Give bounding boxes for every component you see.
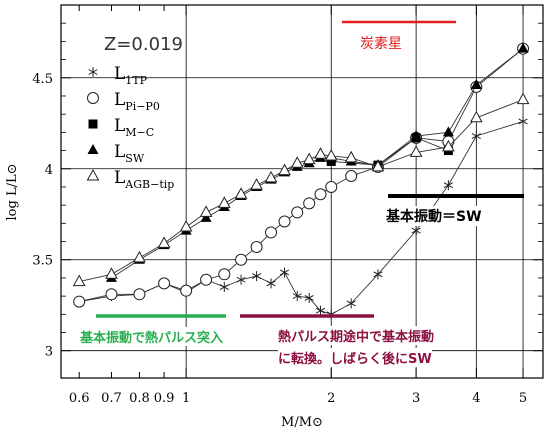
data-point	[371, 159, 385, 172]
x-tick-label: 0.8	[129, 391, 150, 406]
data-point	[303, 197, 316, 210]
y-tick-label: 4.5	[32, 72, 53, 87]
tick-labels: 0.6 0.7 0.8 0.9 1 2 3 4 5 3 3.5 4 4.5	[32, 72, 527, 406]
x-tick-label: 5	[519, 391, 527, 406]
data-point	[278, 215, 291, 228]
carbon-star-label: 炭素星	[360, 36, 402, 52]
data-point	[314, 188, 327, 201]
x-tick-label: 0.7	[101, 391, 122, 406]
data-point	[179, 219, 193, 232]
x-tick-label: 2	[327, 391, 335, 406]
data-point	[443, 180, 453, 191]
legend-label: LSW	[114, 142, 145, 165]
data-point	[469, 110, 483, 123]
fundamental-sw-label: 基本振動＝SW	[386, 206, 482, 226]
annotation-lines	[96, 20, 524, 318]
legend-marker	[88, 67, 98, 77]
data-point	[250, 178, 263, 190]
data-point	[325, 180, 338, 193]
data-point	[218, 268, 231, 281]
data-point	[442, 139, 455, 152]
data-point	[219, 282, 229, 293]
data-point	[235, 253, 248, 266]
data-point	[105, 267, 118, 279]
data-point	[236, 274, 246, 285]
x-tick-label: 1	[182, 391, 190, 406]
data-point	[345, 170, 358, 183]
data-point	[290, 156, 304, 168]
data-point	[200, 273, 213, 286]
data-point	[411, 225, 421, 236]
legend: Z=0.019 L1TP LPi−P0 LM−C LSW LAGB−tip	[86, 34, 183, 191]
data-point	[279, 267, 290, 278]
data-point	[264, 170, 278, 183]
data-point	[302, 152, 316, 165]
legend-label: LAGB−tip	[114, 168, 174, 191]
data-point	[442, 126, 454, 137]
grid-lines	[61, 5, 543, 378]
y-tick-label: 3.5	[32, 254, 53, 269]
data-point	[73, 295, 86, 308]
legend-label: LPi−P0	[114, 90, 160, 113]
data-point	[251, 271, 262, 282]
data-point	[133, 288, 146, 301]
legend-marker	[87, 92, 99, 104]
axis-ticks	[61, 4, 543, 378]
data-point	[72, 274, 86, 287]
series-3	[326, 133, 453, 170]
legend-marker	[86, 168, 100, 181]
data-point	[516, 92, 530, 105]
series-1	[74, 116, 528, 320]
data-point	[234, 187, 248, 199]
data-point	[158, 277, 171, 290]
data-point	[471, 131, 481, 142]
x-axis-label: M/M⊙	[281, 415, 323, 430]
data-point	[517, 42, 529, 53]
x-tick-label: 4	[472, 391, 480, 406]
legend-title: Z=0.019	[104, 34, 183, 55]
data-point	[324, 148, 338, 161]
legend-marker	[88, 119, 98, 129]
legend-label: L1TP	[114, 64, 148, 87]
data-point	[278, 163, 291, 176]
x-tick-label: 0.6	[69, 391, 90, 406]
midway-label-line1: 熱パルス期途中で基本振動	[278, 326, 435, 345]
data-point	[291, 206, 304, 219]
data-point	[518, 116, 528, 127]
x-tick-label: 3	[412, 391, 420, 406]
legend-label: LM−C	[114, 116, 154, 139]
data-point	[470, 79, 482, 90]
data-point	[344, 150, 358, 163]
data-point	[217, 196, 231, 208]
y-axis-label: log L/L⊙	[5, 164, 20, 221]
tp-start-label: 基本振動で熱パルス突入	[80, 327, 224, 346]
data-point	[373, 269, 383, 280]
midway-label-line2: に転換。しばらく後にSW	[278, 348, 432, 367]
data-point	[315, 305, 326, 316]
data-point	[409, 145, 423, 157]
data-point	[314, 147, 327, 159]
data-point	[266, 278, 276, 289]
series-5	[72, 92, 530, 287]
legend-marker	[87, 144, 99, 154]
data-point	[346, 298, 356, 309]
data-point	[265, 226, 278, 239]
data-point	[133, 250, 146, 263]
data-point	[105, 288, 118, 301]
data-point	[304, 292, 314, 303]
data-point	[292, 291, 302, 302]
data-point	[180, 284, 193, 297]
x-tick-label: 0.9	[154, 391, 175, 406]
data-point	[157, 236, 171, 248]
data-point	[410, 130, 422, 141]
plot-frame	[60, 4, 544, 379]
data-point	[250, 240, 263, 253]
data-point	[199, 205, 213, 217]
y-tick-label: 3	[45, 345, 53, 360]
series-layer	[72, 42, 530, 320]
y-tick-label: 4	[45, 163, 53, 178]
